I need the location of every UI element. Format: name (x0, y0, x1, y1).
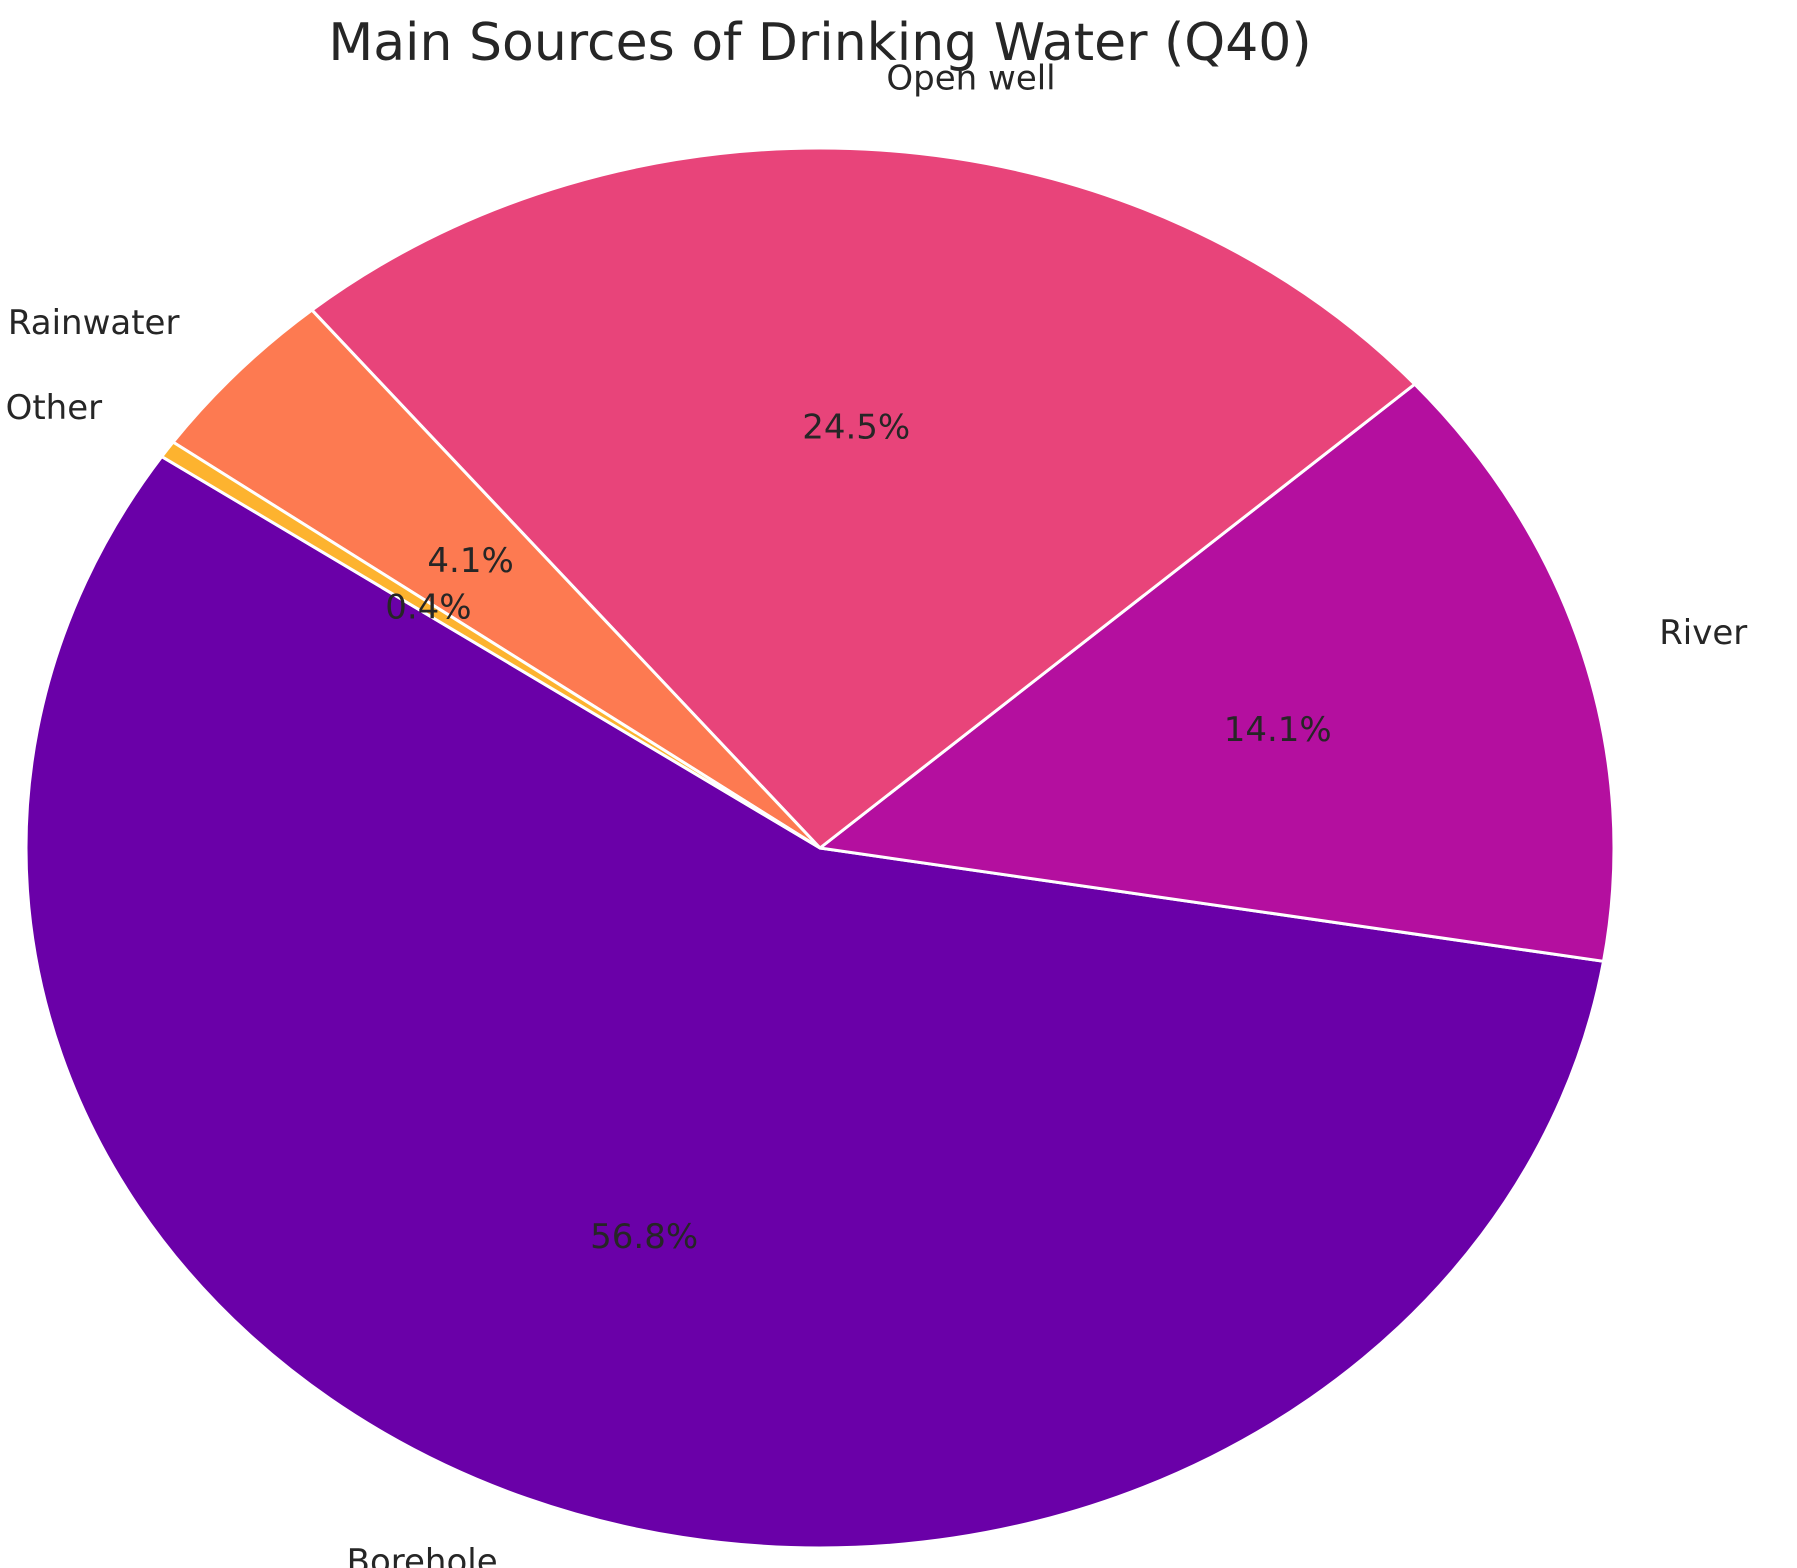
slice-percent-river: 14.1% (1224, 710, 1332, 750)
pie-slices (24, 146, 1616, 1550)
slice-label-rainwater: Rainwater (8, 303, 180, 343)
pie-slice-borehole (24, 455, 1606, 1550)
pie-labels: Borehole River Open well Rainwater Other (6, 59, 1748, 1568)
slice-percent-open-well: 24.5% (802, 408, 910, 448)
slice-label-borehole: Borehole (347, 1542, 498, 1568)
pie-percentages: 56.8% 14.1% 24.5% 4.1% 0.4% (385, 408, 1332, 1257)
pie-slice-rainwater (171, 308, 822, 850)
slice-percent-rainwater: 4.1% (427, 541, 513, 581)
chart-title: Main Sources of Drinking Water (Q40) (328, 13, 1311, 73)
slice-label-open-well: Open well (886, 59, 1055, 99)
pie-slice-other (160, 440, 822, 850)
pie-slice-river (818, 382, 1616, 963)
pie-slice-open-well (310, 146, 1417, 850)
slice-percent-other: 0.4% (385, 587, 471, 627)
slice-label-river: River (1659, 613, 1747, 653)
slice-label-other: Other (6, 388, 103, 428)
slice-percent-borehole: 56.8% (590, 1217, 698, 1257)
